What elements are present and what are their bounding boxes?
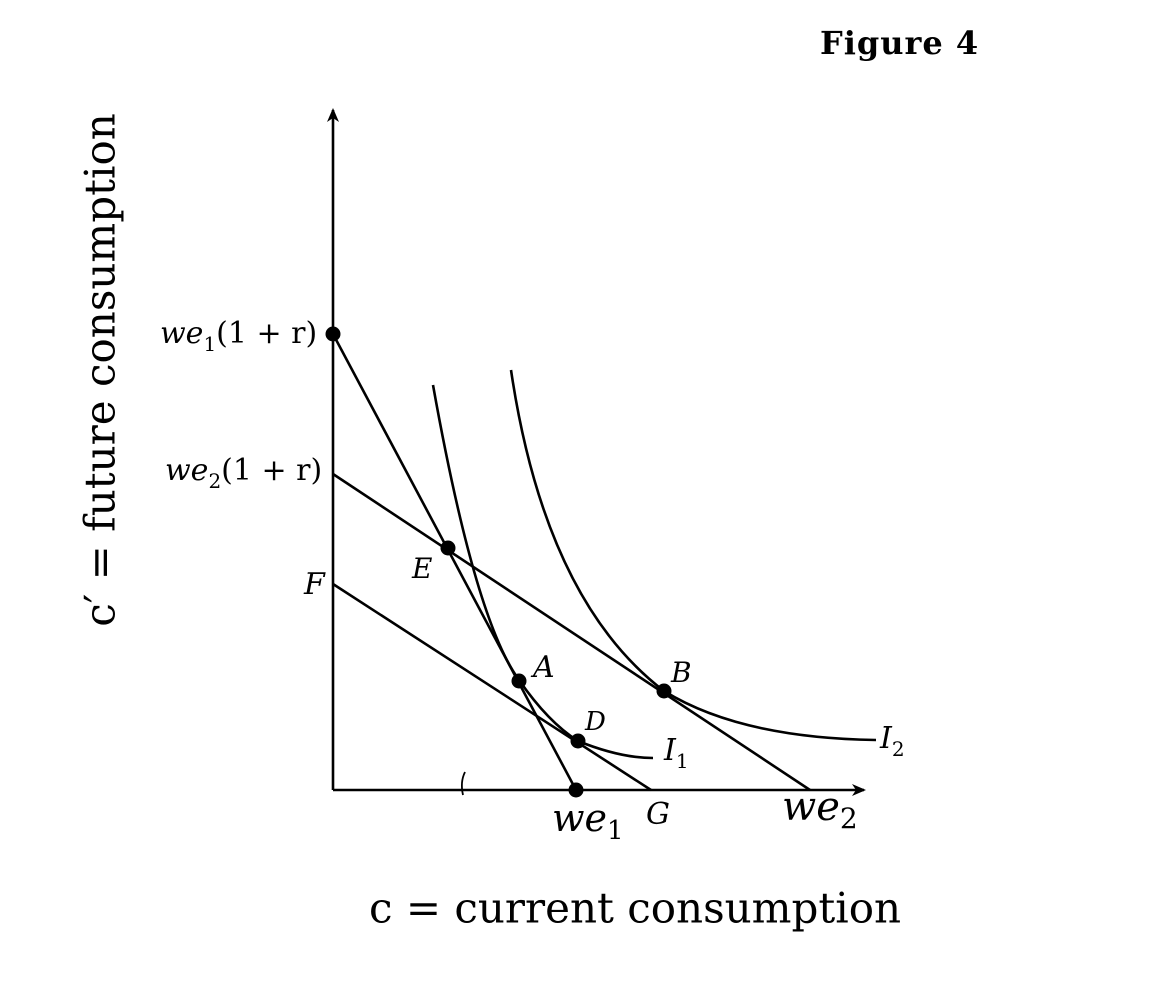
point-label-E: E	[411, 552, 432, 585]
budget-line-we1	[331, 333, 578, 791]
indifference-curve-I2	[509, 369, 877, 742]
curve-label-I1: I1	[663, 733, 689, 773]
x-axis-tick	[460, 771, 466, 796]
indifference-curve-I1	[431, 384, 654, 760]
y-label-we2-1r: we2(1 + r)	[165, 453, 322, 493]
point-D	[570, 733, 586, 749]
point-we1-axis	[568, 782, 584, 798]
y-label-F: F	[303, 567, 326, 602]
point-label-D: D	[584, 707, 606, 737]
x-axis-label: c = current consumption	[368, 883, 902, 933]
y-label-we1-1r: we1(1 + r)	[160, 316, 317, 356]
point-E	[440, 540, 456, 556]
x-label-we2: we2	[782, 784, 858, 835]
point-label-A: A	[530, 650, 555, 685]
curve-label-I2: I2	[879, 721, 905, 761]
point-label-B: B	[670, 656, 692, 689]
x-label-G: G	[646, 797, 670, 832]
x-label-we1: we1	[552, 796, 624, 846]
budget-line-F-G	[332, 582, 652, 792]
point-we1-intercept	[325, 326, 341, 342]
figure-title: Figure 4	[820, 24, 980, 62]
point-A	[511, 673, 527, 689]
point-B	[656, 683, 672, 699]
budget-line-we2	[332, 472, 811, 792]
